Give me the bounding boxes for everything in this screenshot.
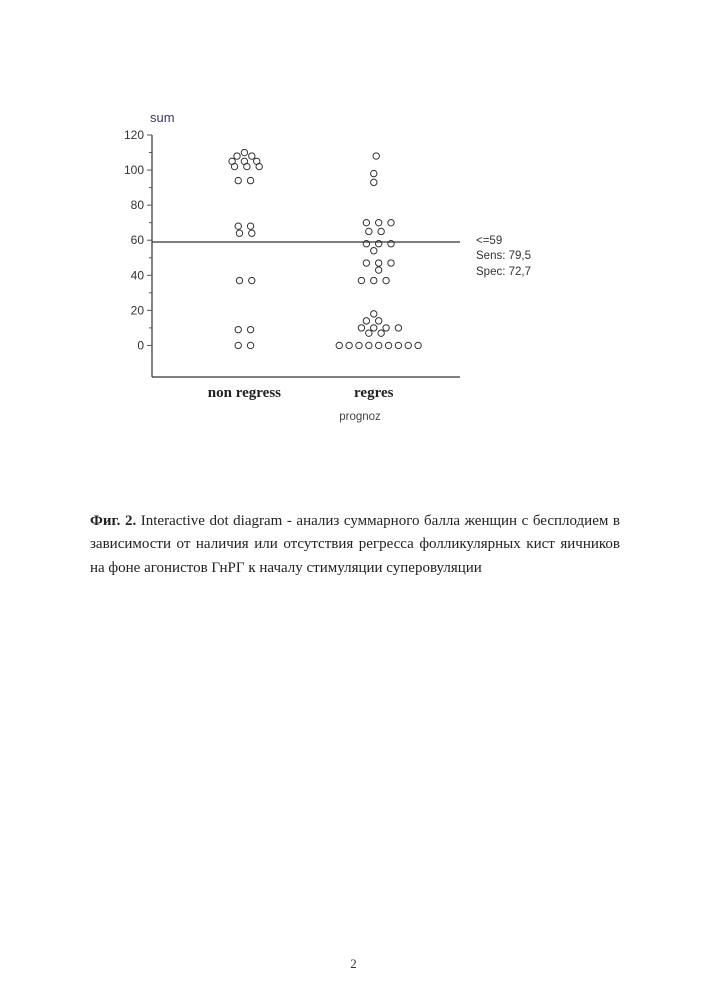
threshold-annotation: <=59 Sens: 79,5 Spec: 72,7 [476, 234, 531, 281]
sens-label: Sens: 79,5 [476, 249, 531, 265]
svg-text:20: 20 [131, 303, 145, 317]
plot-row: 0 20 40 60 80 100 120 non regress regres <=59 Se… [110, 129, 590, 409]
y-axis-title: sum [150, 110, 590, 125]
svg-text:40: 40 [131, 268, 145, 282]
svg-text:80: 80 [131, 198, 145, 212]
svg-text:non regress: non regress [208, 385, 281, 401]
chart-svg: 0 20 40 60 80 100 120 non regress regres [110, 129, 470, 409]
page: sum 0 20 40 60 80 100 120 non regress regres <=5… [0, 0, 707, 1000]
caption-text: Interactive dot diagram - анализ суммарн… [90, 513, 620, 576]
svg-text:0: 0 [137, 338, 144, 352]
cutoff-label: <=59 [476, 234, 531, 250]
figure-caption: Фиг. 2. Interactive dot diagram - анализ… [90, 510, 620, 580]
svg-text:120: 120 [124, 129, 144, 142]
x-axis-title: prognoz [130, 411, 590, 423]
svg-text:60: 60 [131, 233, 145, 247]
svg-text:100: 100 [124, 163, 144, 177]
spec-label: Spec: 72,7 [476, 265, 531, 281]
caption-label: Фиг. 2. [90, 513, 136, 529]
svg-text:regres: regres [354, 385, 394, 401]
dot-diagram: sum 0 20 40 60 80 100 120 non regress regres <=5… [110, 110, 590, 423]
page-number: 2 [0, 956, 707, 972]
